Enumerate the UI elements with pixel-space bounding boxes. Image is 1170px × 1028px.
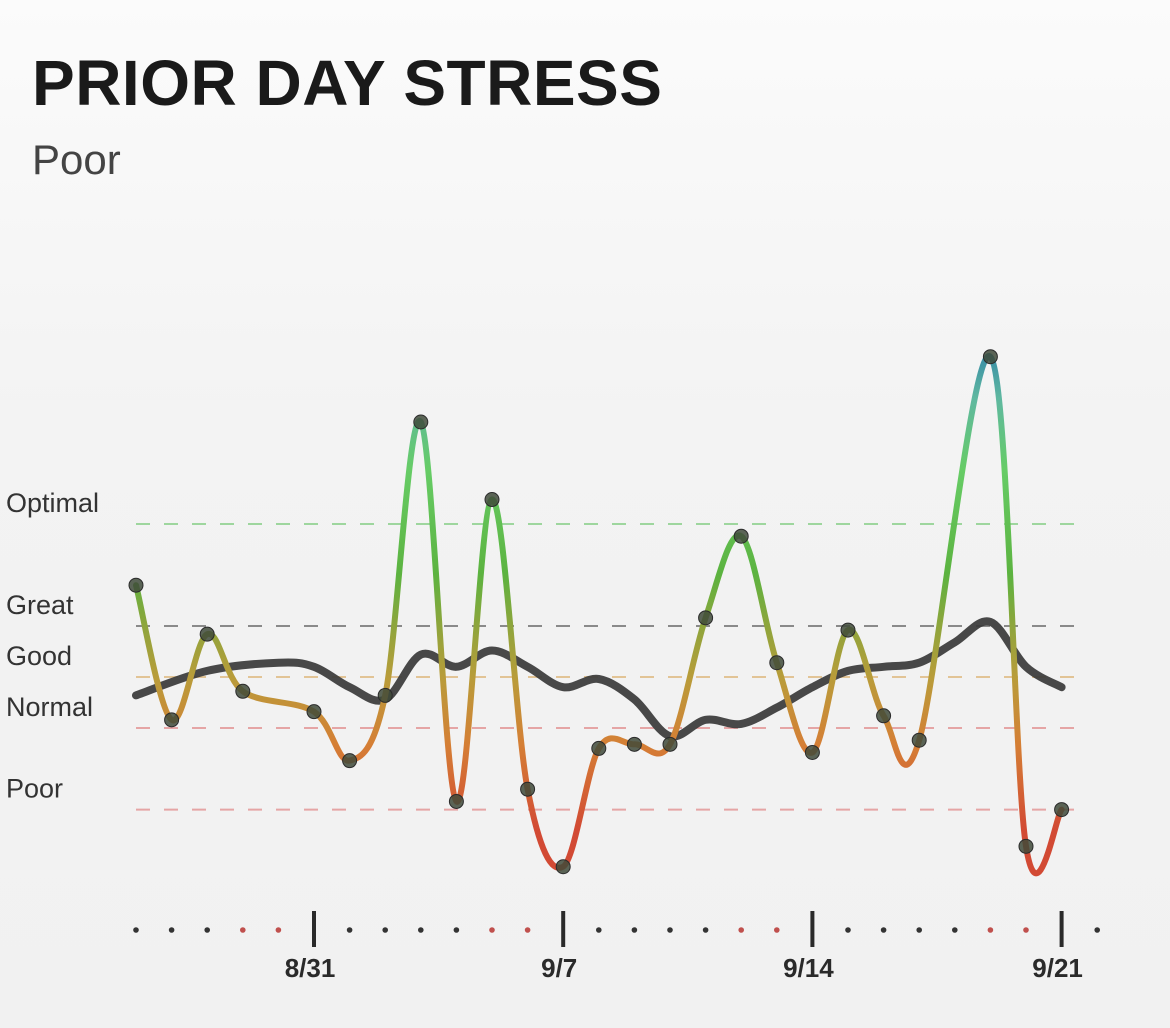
axis-day-dot	[1094, 927, 1100, 933]
axis-day-dot	[952, 927, 958, 933]
x-tick-label: 9/14	[783, 953, 834, 983]
axis-day-dot	[275, 927, 282, 933]
axis-day-dot	[489, 927, 495, 933]
level-label-poor: Poor	[6, 774, 63, 804]
daily-point[interactable]	[982, 349, 998, 365]
daily-point[interactable]	[591, 740, 607, 756]
axis-day-dot	[702, 927, 709, 933]
axis-day-dot	[631, 927, 638, 933]
axis-day-dot	[774, 927, 780, 933]
daily-point[interactable]	[769, 655, 785, 671]
axis-day-dot	[987, 927, 994, 933]
daily-point[interactable]	[164, 712, 180, 728]
x-tick-label: 8/31	[285, 953, 336, 983]
daily-point[interactable]	[448, 793, 464, 809]
daily-point[interactable]	[342, 753, 358, 769]
axis-day-dot	[133, 927, 139, 933]
daily-point[interactable]	[520, 781, 536, 797]
axis-day-dot	[382, 927, 389, 933]
axis-day-dot	[168, 927, 175, 933]
daily-point[interactable]	[413, 414, 429, 430]
daily-point[interactable]	[128, 577, 144, 593]
daily-point[interactable]	[1054, 802, 1070, 818]
daily-point[interactable]	[804, 744, 820, 760]
axis-day-dot	[346, 927, 353, 933]
daily-point[interactable]	[555, 859, 571, 875]
axis-day-dot	[738, 927, 744, 933]
daily-point[interactable]	[662, 736, 678, 752]
axis-day-dot	[418, 927, 424, 933]
daily-stress-line	[133, 353, 1065, 877]
axis-day-dot	[916, 927, 922, 933]
daily-point[interactable]	[377, 687, 393, 703]
axis-day-dot	[596, 927, 602, 933]
axis-day-dot	[204, 927, 210, 933]
daily-point[interactable]	[840, 622, 856, 638]
daily-point[interactable]	[911, 732, 927, 748]
axis-day-dot	[880, 927, 887, 933]
x-tick-label: 9/21	[1032, 953, 1083, 983]
daily-point[interactable]	[1018, 838, 1034, 854]
daily-point[interactable]	[698, 610, 714, 626]
axis-day-dot	[1023, 927, 1029, 933]
daily-point[interactable]	[306, 704, 322, 720]
axis-day-dot	[667, 927, 673, 933]
x-tick-label: 9/7	[541, 953, 577, 983]
level-label-great: Great	[6, 590, 74, 620]
axis-day-dot	[524, 927, 531, 933]
daily-point[interactable]	[199, 626, 215, 642]
stress-status: Poor	[32, 136, 121, 183]
trend-line	[132, 617, 1066, 741]
axis-day-dot	[453, 927, 460, 933]
daily-point[interactable]	[626, 736, 642, 752]
daily-point[interactable]	[235, 683, 251, 699]
level-label-good: Good	[6, 641, 72, 671]
level-label-optimal: Optimal	[6, 488, 99, 518]
chart-title: PRIOR DAY STRESS	[32, 47, 663, 119]
axis-day-dot	[240, 927, 246, 933]
daily-point[interactable]	[733, 528, 749, 544]
daily-point[interactable]	[876, 708, 892, 724]
level-label-normal: Normal	[6, 692, 93, 722]
axis-day-dot	[845, 927, 851, 933]
daily-point[interactable]	[484, 492, 500, 508]
